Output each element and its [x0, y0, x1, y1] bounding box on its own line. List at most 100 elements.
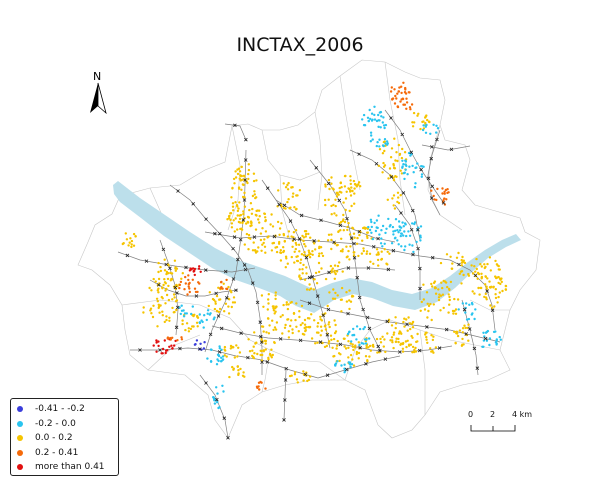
station-marker: [259, 334, 263, 339]
tax-point: [180, 338, 184, 341]
tax-point: [134, 235, 137, 238]
scale-bar: [470, 425, 516, 432]
tax-point: [332, 337, 336, 341]
tax-point: [451, 262, 454, 265]
tax-point: [424, 333, 427, 336]
tax-point: [210, 348, 213, 351]
tax-point: [489, 269, 492, 272]
road-line: [349, 149, 421, 241]
tax-point: [462, 273, 465, 277]
tax-point: [445, 198, 448, 201]
tax-point: [404, 86, 407, 90]
tax-point: [411, 244, 414, 247]
tax-point: [370, 119, 374, 122]
station-marker: [312, 239, 316, 243]
tax-point: [416, 332, 419, 336]
tax-point: [340, 186, 343, 189]
tax-point: [329, 264, 333, 268]
tax-point: [286, 262, 289, 265]
tax-point: [192, 314, 195, 318]
tax-point: [165, 293, 169, 297]
tax-point: [446, 285, 449, 289]
station-marker: [272, 234, 277, 239]
tax-point: [302, 239, 305, 243]
tax-point: [351, 227, 355, 230]
tax-points: [121, 81, 508, 410]
tax-point: [330, 247, 333, 251]
tax-point: [258, 215, 261, 218]
tax-point: [258, 221, 261, 224]
tax-point: [397, 196, 400, 199]
tax-point: [405, 345, 408, 349]
tax-point: [231, 202, 235, 205]
station-marker: [473, 273, 478, 278]
tax-point: [408, 234, 412, 237]
station-marker: [400, 132, 405, 137]
station-marker: [326, 307, 331, 312]
station-marker: [325, 333, 330, 337]
tax-point: [260, 337, 263, 341]
tax-point: [480, 277, 483, 280]
tax-point: [317, 261, 321, 265]
tax-point: [430, 318, 433, 322]
tax-point: [189, 327, 193, 331]
legend-label: 0.0 - 0.2: [35, 433, 73, 444]
tax-point: [258, 209, 261, 212]
tax-point: [500, 280, 503, 284]
tax-point: [279, 315, 282, 318]
tax-point: [217, 286, 220, 289]
tax-point: [237, 369, 240, 372]
tax-point: [427, 309, 430, 313]
tax-point: [154, 280, 157, 283]
tax-point: [170, 344, 173, 347]
tax-point: [171, 347, 174, 350]
tax-point: [275, 250, 279, 254]
tax-point: [363, 326, 366, 329]
tax-point: [331, 267, 334, 270]
tax-point: [389, 339, 392, 342]
tax-point: [399, 100, 402, 103]
tax-point: [316, 341, 319, 344]
tax-point: [498, 291, 501, 294]
tax-point: [289, 206, 292, 209]
tax-point: [382, 140, 386, 144]
tax-point: [467, 339, 470, 342]
tax-point: [396, 159, 399, 163]
tax-point: [174, 300, 178, 303]
tax-point: [416, 162, 419, 165]
tax-point: [367, 119, 370, 123]
tax-point: [251, 207, 254, 211]
tax-point: [271, 319, 274, 322]
tax-point: [330, 269, 333, 272]
tax-point: [439, 309, 442, 312]
tax-point: [276, 220, 280, 224]
tax-point: [363, 226, 366, 229]
station-marker: [304, 255, 309, 260]
station-marker: [325, 373, 330, 377]
tax-point: [387, 217, 390, 221]
tax-point: [358, 233, 361, 237]
tax-point: [130, 239, 134, 243]
tax-point: [390, 86, 393, 89]
tax-point: [265, 331, 268, 334]
tax-point: [388, 225, 391, 228]
legend: -0.41 - -0.2 -0.2 - 0.0 0.0 - 0.2 0.2 - …: [10, 398, 119, 476]
tax-point: [397, 220, 401, 223]
tax-point: [290, 255, 293, 259]
tax-point: [230, 291, 233, 294]
tax-point: [334, 364, 337, 367]
tax-point: [298, 250, 301, 253]
tax-point: [307, 232, 310, 236]
tax-point: [289, 324, 292, 328]
tax-point: [342, 201, 345, 204]
tax-point: [368, 355, 371, 358]
tax-point: [362, 342, 365, 345]
tax-point: [132, 232, 136, 236]
tax-point: [223, 310, 226, 313]
north-arrow-icon: [90, 83, 98, 113]
tax-point: [448, 303, 451, 306]
tax-point: [494, 296, 498, 300]
tax-point: [266, 308, 269, 311]
road-line: [204, 231, 451, 261]
station-marker: [161, 247, 166, 252]
